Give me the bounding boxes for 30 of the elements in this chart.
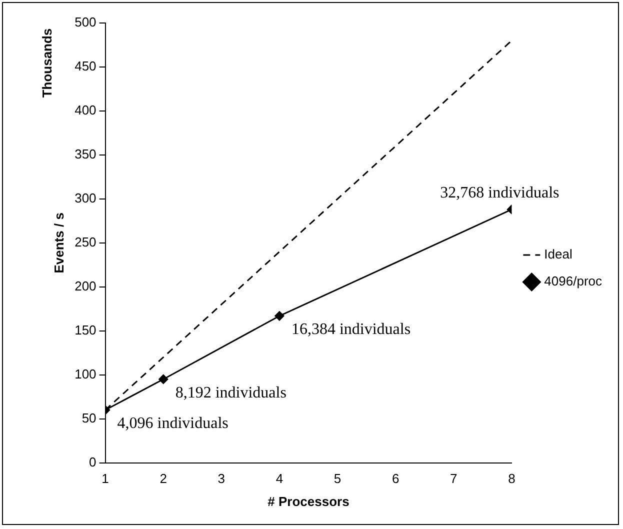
y-tick-label: 50 <box>82 410 96 426</box>
y-tick-label: 500 <box>74 14 96 30</box>
x-tick-label: 8 <box>508 471 516 486</box>
legend-label: 4096/proc <box>544 274 602 289</box>
x-axis-title: # Processors <box>268 494 350 509</box>
annotation: 32,768 individuals <box>440 184 560 202</box>
y-tick-label: 100 <box>74 366 96 382</box>
y-tick-label: 250 <box>74 234 96 250</box>
annotation: 8,192 individuals <box>175 384 286 402</box>
y-tick-label: 400 <box>74 102 96 118</box>
x-tick-label: 7 <box>450 471 458 486</box>
x-tick-label: 1 <box>102 471 109 486</box>
y-tick-label: 300 <box>74 190 96 206</box>
annotation: 16,384 individuals <box>291 321 411 338</box>
x-tick-label: 2 <box>160 471 167 486</box>
y-tick-label: 0 <box>89 454 96 470</box>
text: Thousands <box>40 28 55 98</box>
y-axis-title: Events / s <box>51 212 66 274</box>
y-tick-label: 450 <box>74 58 96 74</box>
y-tick-label: 200 <box>74 278 96 294</box>
x-tick-label: 3 <box>218 471 226 486</box>
x-tick-label: 6 <box>392 471 400 486</box>
annotation: 4,096 individuals <box>117 415 228 432</box>
x-tick-label: 4 <box>276 471 284 486</box>
x-tick-label: 5 <box>334 471 342 486</box>
legend-label: Ideal <box>544 246 572 262</box>
point <box>158 374 168 384</box>
point <box>274 311 284 321</box>
y-tick-label: 350 <box>74 146 96 162</box>
y-tick-label: 150 <box>74 322 96 338</box>
